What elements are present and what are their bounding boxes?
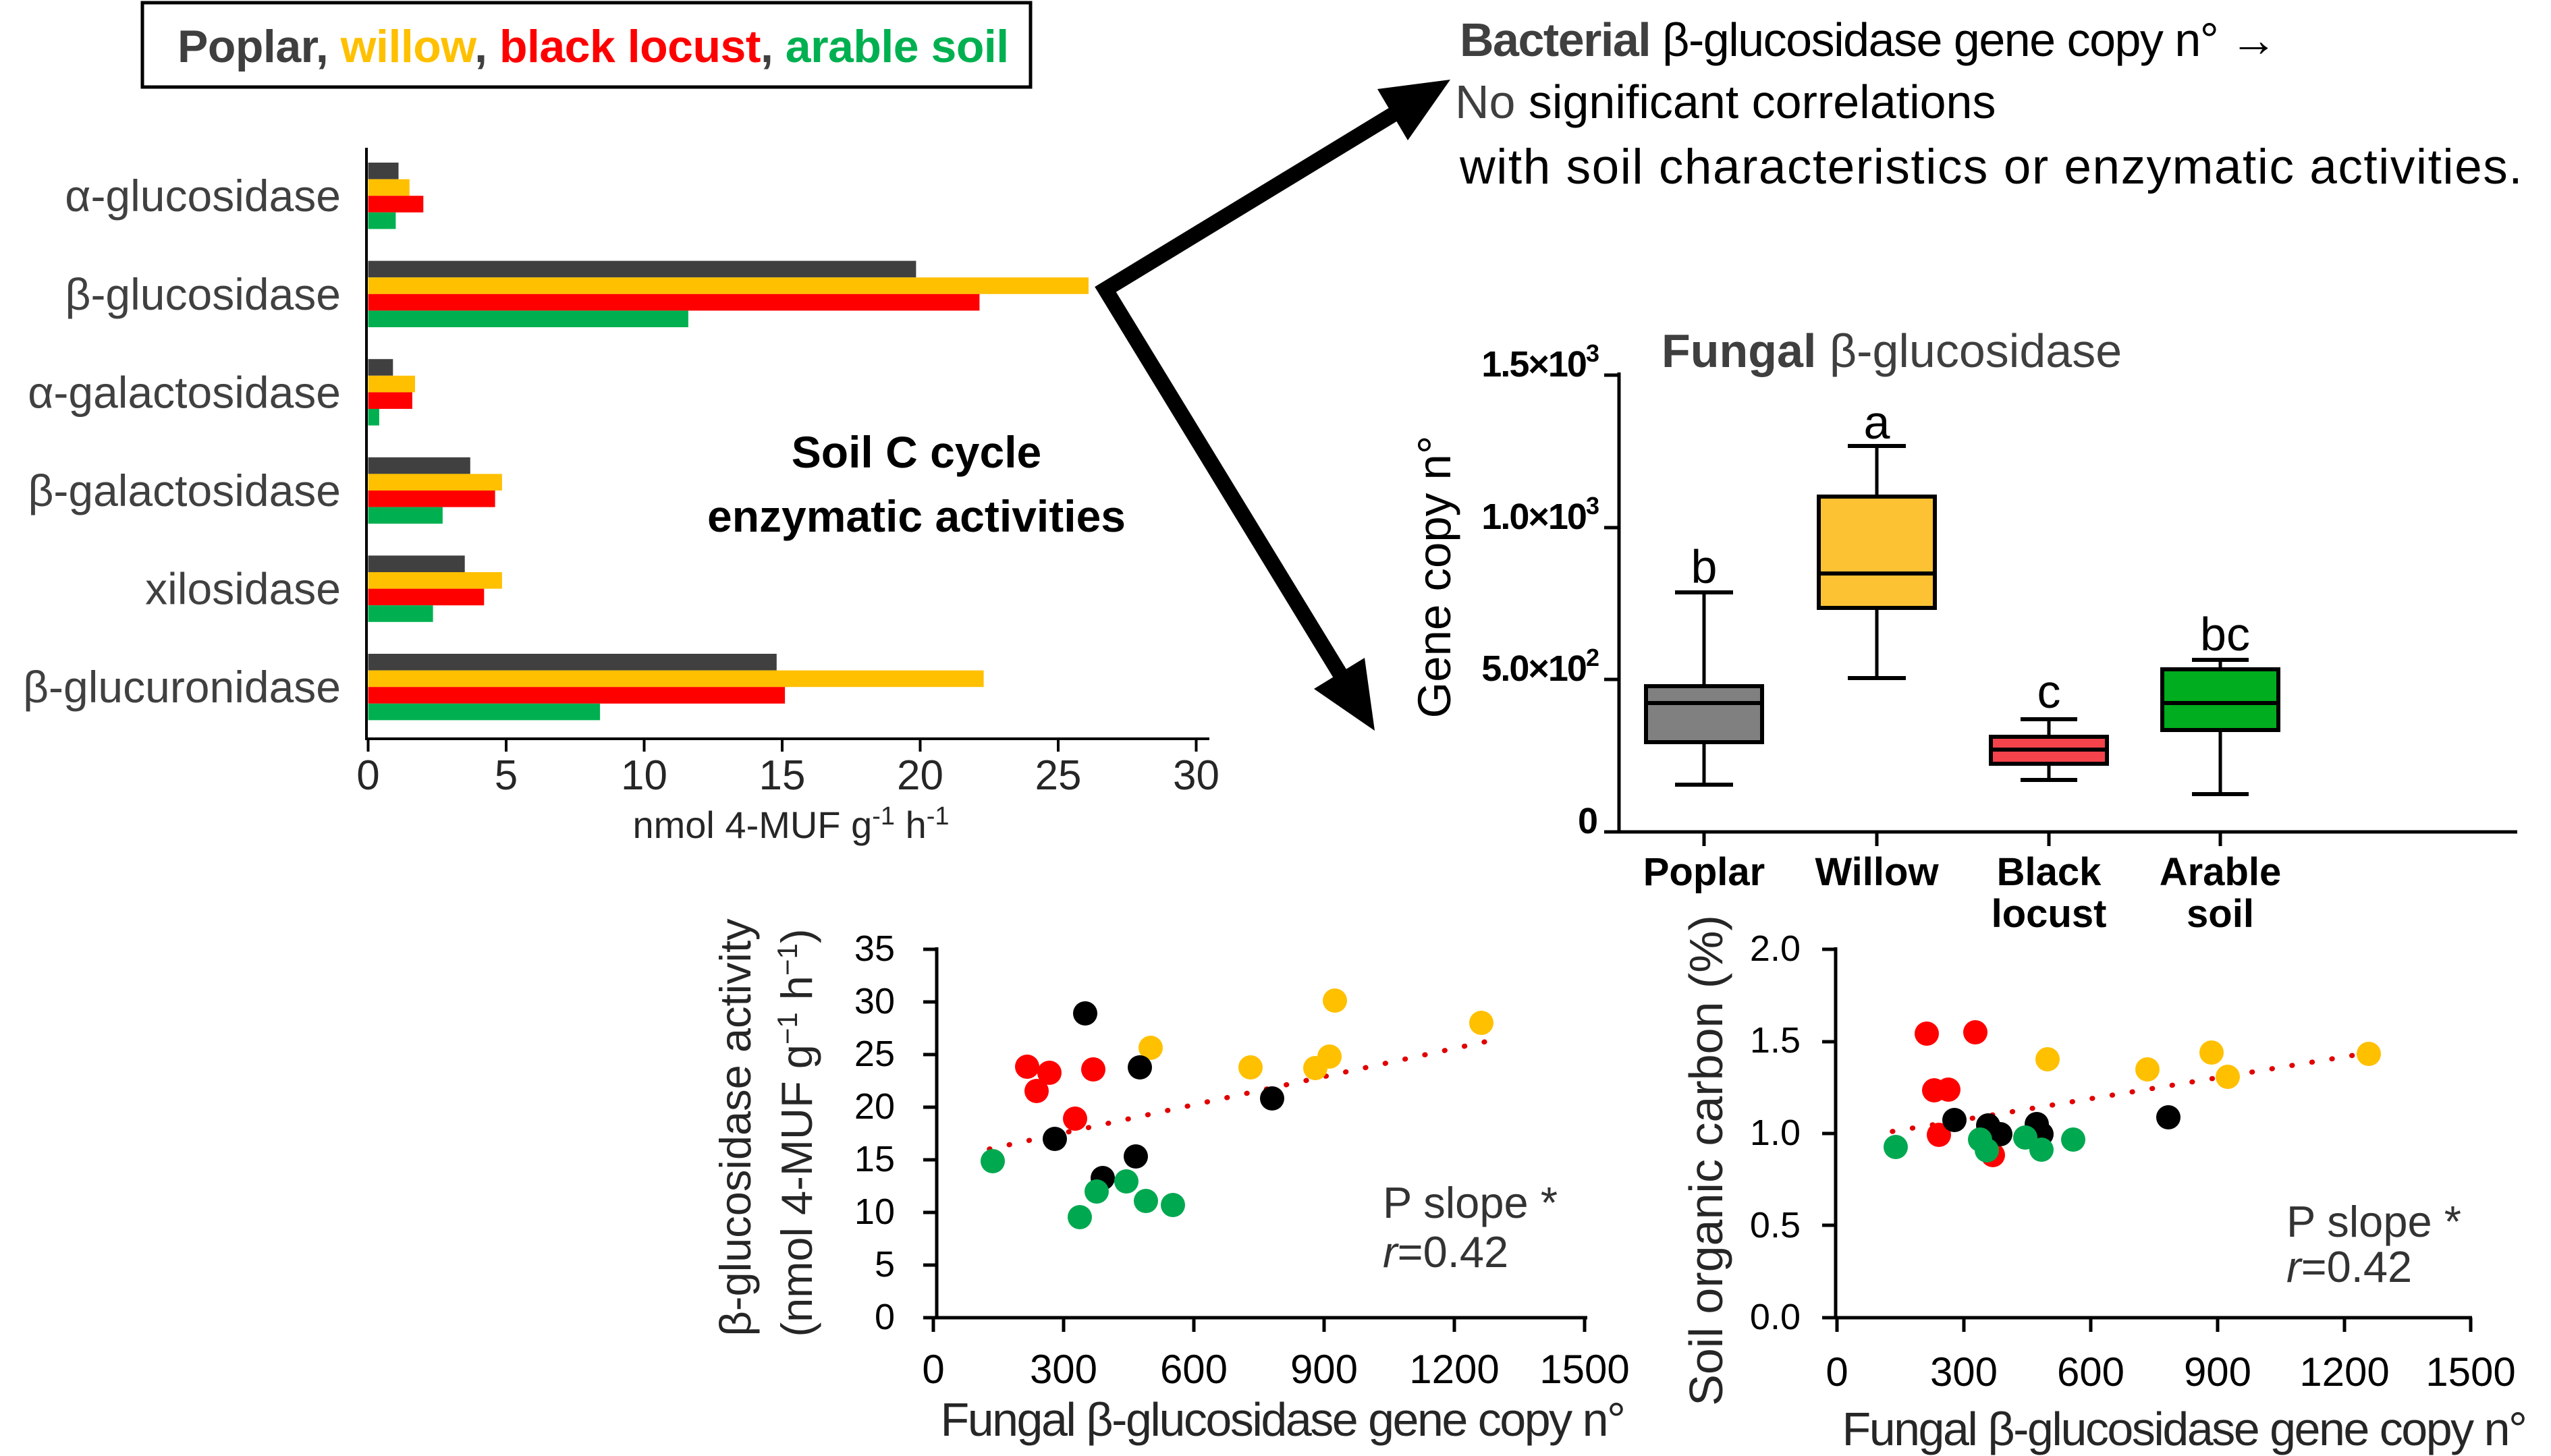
svg-text:No significant correlations: No significant correlations: [1455, 76, 1996, 128]
svg-text:25: 25: [1035, 752, 1082, 799]
svg-text:b: b: [1691, 540, 1718, 593]
svg-text:Fungal β-glucosidase: Fungal β-glucosidase: [1662, 325, 2122, 377]
svg-text:Arable: Arable: [2160, 850, 2282, 894]
svg-text:15: 15: [759, 752, 806, 799]
svg-text:0: 0: [356, 752, 379, 799]
svg-text:1200: 1200: [1409, 1347, 1499, 1392]
svg-text:Soil organic carbon (%): Soil organic carbon (%): [1680, 915, 1732, 1406]
svg-text:5.0×102: 5.0×102: [1481, 644, 1599, 689]
svg-text:r=0.42: r=0.42: [2286, 1242, 2412, 1291]
svg-text:Gene copy n°: Gene copy n°: [1408, 436, 1460, 719]
svg-text:xilosidase: xilosidase: [145, 564, 341, 614]
svg-text:20: 20: [854, 1086, 895, 1127]
svg-text:α-glucosidase: α-glucosidase: [65, 171, 341, 221]
svg-text:1.5: 1.5: [1750, 1020, 1801, 1061]
svg-text:Willow: Willow: [1815, 850, 1939, 894]
svg-text:1500: 1500: [1539, 1347, 1629, 1392]
svg-text:600: 600: [1160, 1347, 1228, 1392]
svg-text:β-glucosidase activity: β-glucosidase activity: [711, 918, 760, 1337]
svg-text:5: 5: [875, 1244, 895, 1285]
svg-text:1.0×103: 1.0×103: [1481, 492, 1599, 537]
svg-text:5: 5: [495, 752, 518, 799]
svg-text:β-galactosidase: β-galactosidase: [28, 466, 341, 515]
svg-text:0: 0: [1578, 801, 1598, 841]
svg-text:1200: 1200: [2299, 1349, 2389, 1395]
svg-text:300: 300: [1030, 1347, 1097, 1392]
svg-text:P slope *: P slope *: [1383, 1178, 1558, 1227]
svg-text:300: 300: [1930, 1349, 1998, 1395]
svg-text:locust: locust: [1992, 892, 2107, 936]
svg-text:Poplar: Poplar: [1643, 850, 1765, 894]
svg-text:20: 20: [897, 752, 943, 799]
svg-text:600: 600: [2057, 1349, 2124, 1395]
svg-text:1.5×103: 1.5×103: [1481, 339, 1599, 385]
svg-text:0: 0: [875, 1297, 895, 1337]
svg-text:2.0: 2.0: [1750, 928, 1801, 969]
svg-text:r=0.42: r=0.42: [1383, 1227, 1508, 1277]
svg-text:1500: 1500: [2425, 1349, 2515, 1395]
svg-text:α-galactosidase: α-galactosidase: [28, 367, 341, 417]
svg-text:900: 900: [1290, 1347, 1358, 1392]
svg-text:0: 0: [1826, 1349, 1848, 1395]
svg-text:1.0: 1.0: [1750, 1113, 1801, 1153]
svg-text:a: a: [1864, 396, 1890, 449]
svg-text:β-glucuronidase: β-glucuronidase: [23, 662, 341, 712]
svg-text:soil: soil: [2187, 892, 2254, 936]
svg-text:25: 25: [854, 1034, 895, 1074]
svg-text:35: 35: [854, 928, 895, 969]
svg-text:nmol 4-MUF g-1 h-1: nmol 4-MUF g-1 h-1: [632, 802, 949, 846]
svg-text:with soil characteristics or e: with soil characteristics or enzymatic a…: [1459, 140, 2523, 194]
svg-text:900: 900: [2184, 1349, 2251, 1395]
svg-text:Fungal β-glucosidase gene copy: Fungal β-glucosidase gene copy n°: [1842, 1403, 2525, 1455]
svg-text:Bacterial β-glucosidase gene c: Bacterial β-glucosidase gene copy n° →: [1460, 13, 2276, 66]
svg-text:bc: bc: [2200, 608, 2250, 661]
svg-text:Black: Black: [1997, 850, 2102, 894]
svg-text:Fungal β-glucosidase gene copy: Fungal β-glucosidase gene copy n°: [940, 1393, 1624, 1446]
svg-text:10: 10: [621, 752, 667, 799]
svg-text:P slope *: P slope *: [2286, 1197, 2461, 1246]
svg-text:30: 30: [854, 981, 895, 1021]
svg-text:0: 0: [922, 1347, 944, 1392]
svg-text:30: 30: [1173, 752, 1219, 799]
svg-text:15: 15: [854, 1139, 895, 1179]
svg-text:0.5: 0.5: [1750, 1205, 1801, 1245]
svg-text:(nmol 4-MUF g−1 h−1): (nmol 4-MUF g−1 h−1): [771, 928, 821, 1337]
svg-text:0.0: 0.0: [1750, 1297, 1801, 1337]
svg-text:β-glucosidase: β-glucosidase: [65, 269, 341, 319]
svg-text:enzymatic activities: enzymatic activities: [707, 491, 1126, 541]
svg-text:Poplar, willow, black locust,: Poplar, willow, black locust, arable soi…: [177, 21, 1009, 72]
svg-text:c: c: [2037, 665, 2061, 718]
svg-text:10: 10: [854, 1192, 895, 1232]
svg-text:Soil C cycle: Soil C cycle: [792, 427, 1042, 477]
